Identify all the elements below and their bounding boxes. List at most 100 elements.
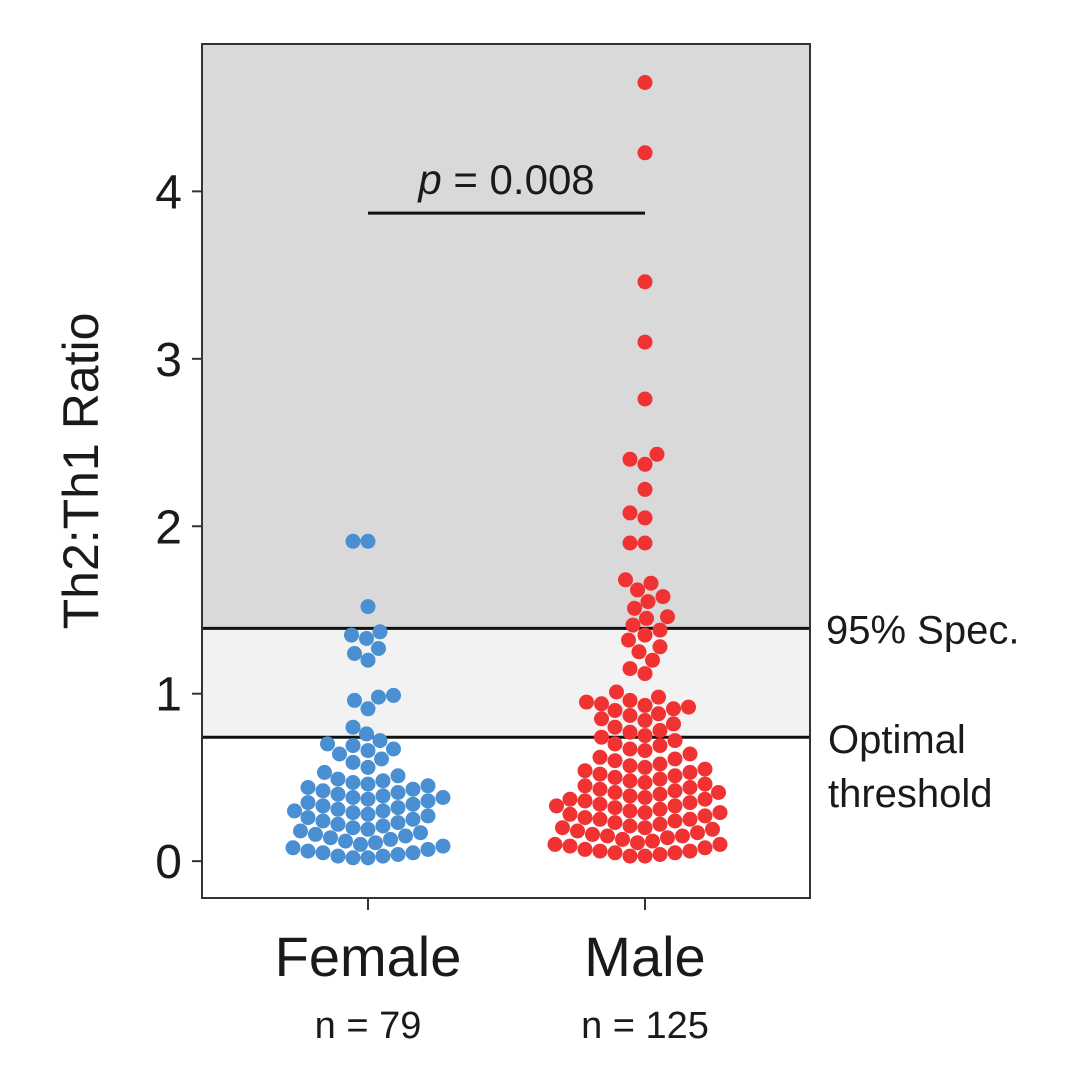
point-male <box>652 639 668 655</box>
point-male <box>682 843 698 859</box>
point-female <box>372 733 388 749</box>
point-male <box>637 75 653 90</box>
point-male <box>637 334 653 350</box>
point-female <box>375 818 391 834</box>
point-male <box>655 589 671 605</box>
point-male <box>622 708 638 723</box>
point-male <box>607 736 623 752</box>
x-tick-label-male: Male <box>584 925 705 988</box>
point-male <box>570 823 585 839</box>
threshold-bands <box>202 44 810 898</box>
point-female <box>308 826 323 842</box>
point-male <box>711 785 726 800</box>
point-male <box>622 692 638 708</box>
point-female <box>405 796 421 812</box>
threshold-label-optimal-line: Optimal <box>828 718 966 762</box>
point-female <box>386 741 401 757</box>
point-female <box>285 840 301 856</box>
point-male <box>712 836 728 852</box>
point-male <box>637 759 653 775</box>
point-male <box>622 758 638 774</box>
point-male <box>585 826 600 842</box>
point-female <box>345 754 361 770</box>
point-male <box>547 836 563 852</box>
data-points <box>285 75 728 866</box>
sample-size-label-male: n = 125 <box>581 1005 709 1047</box>
point-male <box>682 811 698 827</box>
point-female <box>293 823 308 839</box>
point-female <box>420 793 436 809</box>
point-female <box>386 687 401 703</box>
point-male <box>697 791 713 807</box>
point-female <box>300 780 316 795</box>
point-female <box>390 768 406 784</box>
point-male <box>637 775 653 790</box>
point-male <box>592 796 608 812</box>
y-tick-label: 4 <box>155 166 182 219</box>
point-male <box>622 741 638 757</box>
point-male <box>577 778 593 794</box>
point-male <box>682 780 698 795</box>
point-male <box>660 609 675 625</box>
point-female <box>315 783 331 799</box>
point-male <box>667 798 683 814</box>
point-male <box>666 716 681 732</box>
point-male <box>609 684 624 700</box>
point-male <box>622 724 638 740</box>
point-male <box>637 728 653 744</box>
point-male <box>622 773 638 789</box>
point-male <box>681 699 696 715</box>
p-value-number: = 0.008 <box>442 156 595 203</box>
point-male <box>622 788 638 804</box>
point-male <box>555 820 570 836</box>
point-female <box>371 689 386 705</box>
point-male <box>579 694 594 710</box>
point-male <box>666 701 681 717</box>
point-male <box>640 594 656 610</box>
y-tick-label: 3 <box>155 334 182 387</box>
point-male <box>652 756 668 772</box>
point-male <box>592 781 608 797</box>
x-axis: Female n = 79 Male n = 125 <box>275 898 709 1047</box>
point-female <box>435 838 451 854</box>
point-female <box>360 533 376 549</box>
x-tick-label-female: Female <box>275 925 462 988</box>
point-female <box>300 795 316 811</box>
point-male <box>618 572 633 588</box>
point-male <box>660 830 675 846</box>
point-male <box>621 632 636 648</box>
point-male <box>622 535 638 551</box>
point-male <box>577 841 593 857</box>
point-male <box>652 622 668 638</box>
point-female <box>330 771 346 787</box>
point-male <box>667 751 683 767</box>
point-female <box>330 816 346 832</box>
point-female <box>345 738 361 754</box>
point-male <box>594 729 609 745</box>
point-female <box>390 800 406 816</box>
point-female <box>420 808 436 824</box>
point-male <box>652 723 668 738</box>
y-tick-label: 2 <box>155 501 182 554</box>
point-female <box>345 533 361 549</box>
threshold-labels: 95% Spec. Optimal threshold <box>826 608 1019 816</box>
point-male <box>637 145 653 161</box>
point-male <box>594 696 609 712</box>
point-male <box>637 820 653 836</box>
point-female <box>390 785 406 800</box>
point-female <box>345 805 361 821</box>
point-male <box>645 652 660 668</box>
point-male <box>705 821 720 837</box>
y-tick-label: 1 <box>155 669 182 722</box>
point-male <box>667 845 683 861</box>
point-male <box>607 753 623 769</box>
point-male <box>637 743 653 759</box>
y-tick-label: 0 <box>155 836 182 889</box>
point-female <box>345 850 361 866</box>
point-female <box>405 845 421 861</box>
point-male <box>649 446 665 462</box>
point-female <box>345 719 361 735</box>
point-male <box>645 833 660 849</box>
point-male <box>637 274 653 290</box>
